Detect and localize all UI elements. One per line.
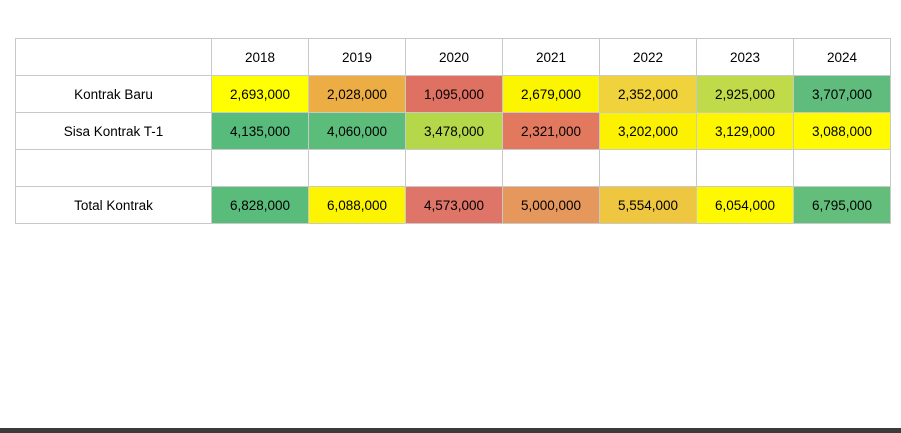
value-cell	[405, 149, 503, 187]
value-cell: 2,028,000	[308, 75, 406, 113]
table-row	[15, 149, 891, 187]
row-label: Sisa Kontrak T-1	[15, 112, 212, 150]
kontrak-table: 2018 2019 2020 2021 2022 2023 2024 Kontrak Bar…	[15, 38, 891, 224]
value-cell: 4,135,000	[211, 112, 309, 150]
bottom-bar	[0, 428, 901, 433]
value-cell	[308, 149, 406, 187]
value-cell: 3,088,000	[793, 112, 891, 150]
value-cell: 2,693,000	[211, 75, 309, 113]
value-cell: 1,095,000	[405, 75, 503, 113]
year-header: 2022	[599, 38, 697, 76]
value-cell: 2,321,000	[502, 112, 600, 150]
year-header: 2021	[502, 38, 600, 76]
year-header: 2019	[308, 38, 406, 76]
value-cell: 3,202,000	[599, 112, 697, 150]
table-header-row: 2018 2019 2020 2021 2022 2023 2024	[15, 38, 891, 76]
value-cell	[211, 149, 309, 187]
value-cell	[502, 149, 600, 187]
table-row: Sisa Kontrak T-1 4,135,000 4,060,000 3,478,…	[15, 112, 891, 150]
row-label	[15, 149, 212, 187]
row-label: Total Kontrak	[15, 186, 212, 224]
table-body: Kontrak Baru 2,693,000 2,028,000 1,095,000 2…	[15, 75, 891, 224]
value-cell: 2,679,000	[502, 75, 600, 113]
value-cell	[696, 149, 794, 187]
value-cell: 6,088,000	[308, 186, 406, 224]
value-cell: 2,925,000	[696, 75, 794, 113]
value-cell: 6,795,000	[793, 186, 891, 224]
value-cell	[599, 149, 697, 187]
table-row: Kontrak Baru 2,693,000 2,028,000 1,095,000 2…	[15, 75, 891, 113]
value-cell: 4,573,000	[405, 186, 503, 224]
value-cell: 3,707,000	[793, 75, 891, 113]
value-cell: 3,129,000	[696, 112, 794, 150]
year-header: 2020	[405, 38, 503, 76]
value-cell: 5,000,000	[502, 186, 600, 224]
year-header: 2018	[211, 38, 309, 76]
value-cell: 3,478,000	[405, 112, 503, 150]
value-cell: 2,352,000	[599, 75, 697, 113]
value-cell: 6,828,000	[211, 186, 309, 224]
year-header: 2023	[696, 38, 794, 76]
value-cell: 6,054,000	[696, 186, 794, 224]
year-header: 2024	[793, 38, 891, 76]
value-cell	[793, 149, 891, 187]
table-row: Total Kontrak 6,828,000 6,088,000 4,573,000…	[15, 186, 891, 224]
row-label: Kontrak Baru	[15, 75, 212, 113]
value-cell: 5,554,000	[599, 186, 697, 224]
corner-cell	[15, 38, 212, 76]
value-cell: 4,060,000	[308, 112, 406, 150]
